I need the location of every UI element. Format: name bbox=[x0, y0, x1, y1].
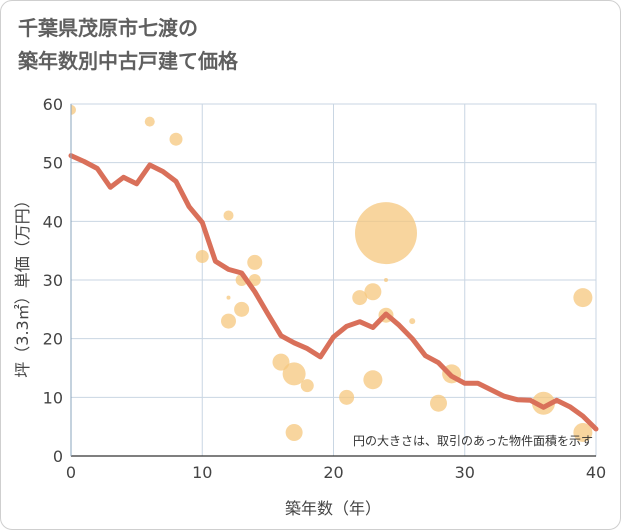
bubble-point bbox=[195, 250, 209, 264]
bubble-point bbox=[144, 116, 155, 127]
bubble-point bbox=[430, 394, 447, 412]
tick-labels: 0 10 20 30 40 0 10 20 30 40 50 60 bbox=[43, 95, 607, 482]
bubble-point bbox=[363, 370, 383, 390]
x-tick-label: 10 bbox=[192, 463, 212, 482]
y-tick-label: 60 bbox=[43, 95, 63, 114]
y-tick-label: 0 bbox=[53, 447, 63, 466]
bubble-size-note: 円の大きさは、取引のあった物件面積を示す bbox=[353, 433, 593, 448]
grid-lines bbox=[70, 103, 597, 457]
chart-title: 千葉県茂原市七渡の 築年数別中古戸建て価格 bbox=[18, 12, 238, 78]
y-axis-label: 坪（3.3㎡）単価（万円） bbox=[13, 192, 32, 377]
bubble-point bbox=[285, 424, 303, 442]
title-line-1: 千葉県茂原市七渡の bbox=[18, 16, 198, 40]
average-line-series bbox=[68, 153, 599, 432]
bubble-point bbox=[223, 210, 234, 221]
x-axis-label: 築年数（年） bbox=[285, 499, 381, 518]
average-price-line bbox=[68, 153, 599, 432]
x-tick-label: 40 bbox=[586, 463, 606, 482]
bubble-point bbox=[384, 278, 388, 282]
y-tick-label: 50 bbox=[43, 154, 63, 173]
bubble-point bbox=[169, 132, 183, 146]
bubble-point bbox=[573, 288, 593, 308]
y-tick-label: 20 bbox=[43, 330, 63, 349]
y-tick-label: 30 bbox=[43, 271, 63, 290]
bubble-point bbox=[573, 423, 593, 443]
bubble-point bbox=[352, 290, 368, 306]
bubble-point bbox=[300, 379, 314, 393]
bubble-point bbox=[355, 202, 417, 265]
x-tick-label: 0 bbox=[66, 463, 76, 482]
bubble-point bbox=[247, 254, 263, 270]
bubble-point bbox=[272, 353, 290, 371]
x-tick-label: 30 bbox=[455, 463, 475, 482]
bubble-point bbox=[226, 295, 231, 300]
y-tick-label: 40 bbox=[43, 212, 63, 231]
y-tick-label: 10 bbox=[43, 388, 63, 407]
bubble-point bbox=[409, 318, 416, 325]
bubble-point bbox=[532, 391, 555, 415]
axes bbox=[70, 104, 596, 457]
x-tick-label: 20 bbox=[323, 463, 343, 482]
bubble-point bbox=[282, 362, 306, 386]
bubble-point bbox=[364, 283, 382, 301]
bubble-series bbox=[71, 104, 593, 443]
bubble-point bbox=[339, 389, 355, 405]
bubble-point bbox=[221, 313, 236, 329]
bubble-point bbox=[248, 274, 261, 286]
title-line-2: 築年数別中古戸建て価格 bbox=[18, 49, 238, 73]
bubble-point bbox=[234, 301, 250, 317]
bubble-point bbox=[71, 104, 76, 115]
